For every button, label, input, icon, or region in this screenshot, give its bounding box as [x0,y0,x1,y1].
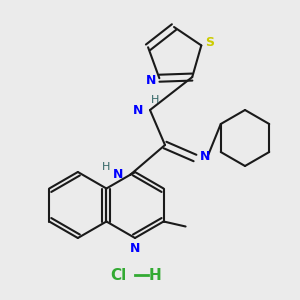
Text: Cl: Cl [110,268,126,283]
Text: H: H [148,268,161,283]
Text: N: N [133,103,143,116]
Text: N: N [200,149,210,163]
Text: H: H [151,95,159,105]
Text: N: N [113,169,123,182]
Text: N: N [130,242,140,254]
Text: N: N [146,74,157,87]
Text: H: H [102,162,110,172]
Text: S: S [205,36,214,49]
